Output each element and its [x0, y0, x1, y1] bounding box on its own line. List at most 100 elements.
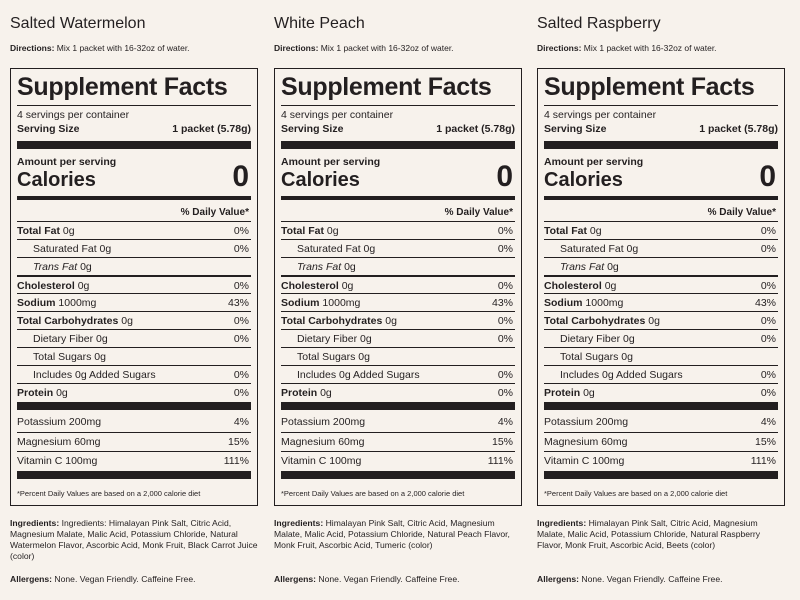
nutrient-dv: 0% [233, 243, 249, 255]
nutrient-label: Total Fat [281, 225, 324, 237]
directions-label: Directions: [537, 43, 582, 53]
daily-value-header: % Daily Value* [180, 207, 249, 218]
serving-size-value: 1 packet (5.78g) [172, 123, 251, 135]
nutrient-amount: 0g [589, 225, 602, 237]
nutrient-dv: 0% [497, 387, 513, 399]
nutrient-dv: 0% [497, 315, 513, 327]
divider-thick [281, 141, 515, 149]
nutrient-label: Trans Fat [560, 261, 605, 273]
nutrient-amount: 0g [607, 261, 619, 273]
serving-size-label: Serving Size [544, 123, 607, 135]
nutrient-dv: 15% [491, 436, 513, 448]
divider-thick [17, 402, 251, 410]
nutrient-dv: 43% [491, 297, 513, 309]
nutrient-row-added-sugars: Includes 0g Added Sugars 0% [544, 365, 778, 383]
nutrient-row-vitamin-c: Vitamin C 100mg 111% [544, 451, 778, 469]
nutrient-dv: 43% [754, 297, 776, 309]
nutrient-label: Total Sugars 0g [297, 351, 370, 363]
nutrient-row-sodium: Sodium 1000mg 43% [281, 293, 515, 311]
nutrient-dv: 111% [487, 455, 513, 467]
nutrient-dv: 0% [760, 369, 776, 381]
nutrient-dv: 0% [233, 280, 249, 292]
nutrient-dv: 111% [223, 455, 249, 467]
nutrient-row-potassium: Potassium 200mg 4% [17, 413, 251, 431]
nutrient-row-cholesterol: Cholesterol 0g 0% [544, 275, 778, 293]
nutrient-dv: 0% [760, 315, 776, 327]
nutrient-row-magnesium: Magnesium 60mg 15% [281, 432, 515, 450]
nutrient-label: Total Fat [544, 225, 587, 237]
nutrient-label: Magnesium 60mg [544, 436, 628, 448]
divider-medium [17, 196, 251, 200]
daily-value-footnote: *Percent Daily Values are based on a 2,0… [17, 489, 201, 498]
ingredients: Ingredients: Himalayan Pink Salt, Citric… [537, 518, 787, 551]
directions-text: Mix 1 packet with 16-32oz of water. [320, 43, 454, 53]
nutrient-row-magnesium: Magnesium 60mg 15% [17, 432, 251, 450]
ingredients-text: Himalayan Pink Salt, Citric Acid, Magnes… [537, 518, 761, 550]
divider-thick [544, 141, 778, 149]
allergens: Allergens: None. Vegan Friendly. Caffein… [537, 574, 723, 584]
allergens-text: None. Vegan Friendly. Caffeine Free. [581, 574, 723, 584]
nutrient-row-total-sugars: Total Sugars 0g [544, 347, 778, 365]
nutrient-dv: 0% [760, 333, 776, 345]
nutrient-dv: 0% [497, 243, 513, 255]
allergens: Allergens: None. Vegan Friendly. Caffein… [274, 574, 460, 584]
divider-thick [17, 141, 251, 149]
nutrient-amount: 1000mg [585, 297, 624, 309]
nutrient-label: Total Carbohydrates [17, 315, 119, 327]
nutrient-label: Protein [544, 387, 581, 399]
nutrient-amount: 0g [385, 315, 397, 327]
divider-medium [544, 196, 778, 200]
calories-value: 0 [759, 160, 776, 193]
nutrient-row-total-carbohydrates: Total Carbohydrates 0g 0% [17, 311, 251, 329]
nutrient-amount: 0g [80, 261, 92, 273]
nutrient-dv: 0% [760, 387, 776, 399]
directions-text: Mix 1 packet with 16-32oz of water. [583, 43, 717, 53]
nutrient-dv: 0% [233, 387, 249, 399]
serving-size: Serving Size 1 packet (5.78g) [281, 123, 515, 135]
nutrient-label: Includes 0g Added Sugars [297, 369, 420, 381]
nutrient-label: Magnesium 60mg [281, 436, 365, 448]
nutrient-label: Potassium 200mg [544, 416, 629, 428]
nutrient-dv: 111% [750, 455, 776, 467]
nutrient-dv: 15% [754, 436, 776, 448]
servings-per-container: 4 servings per container [17, 109, 130, 121]
nutrient-row-total-fat: Total Fat 0g 0% [17, 221, 251, 239]
allergens-label: Allergens: [10, 574, 53, 584]
directions-text: Mix 1 packet with 16-32oz of water. [56, 43, 190, 53]
nutrient-dv: 0% [497, 333, 513, 345]
nutrient-row-total-sugars: Total Sugars 0g [281, 347, 515, 365]
nutrient-label: Dietary Fiber 0g [297, 333, 372, 345]
serving-size-value: 1 packet (5.78g) [699, 123, 778, 135]
nutrient-label: Total Sugars 0g [33, 351, 106, 363]
nutrient-row-trans-fat: Trans Fat 0g [544, 257, 778, 275]
nutrient-dv: 0% [760, 243, 776, 255]
nutrient-dv: 0% [760, 280, 776, 292]
nutrient-label: Cholesterol [17, 280, 75, 292]
nutrient-row-cholesterol: Cholesterol 0g 0% [281, 275, 515, 293]
calories-value: 0 [232, 160, 249, 193]
allergens-label: Allergens: [274, 574, 317, 584]
nutrient-dv: 0% [233, 333, 249, 345]
nutrient-row-dietary-fiber: Dietary Fiber 0g 0% [17, 329, 251, 347]
product-column-white-peach: White Peach Directions: Mix 1 packet wit… [274, 0, 524, 600]
daily-value-header: % Daily Value* [444, 207, 513, 218]
nutrient-row-saturated-fat: Saturated Fat 0g 0% [544, 239, 778, 257]
nutrient-label: Cholesterol [544, 280, 602, 292]
nutrient-row-protein: Protein 0g 0% [17, 383, 251, 401]
ingredients: Ingredients: Himalayan Pink Salt, Citric… [274, 518, 524, 551]
nutrient-amount: 0g [121, 315, 133, 327]
nutrient-row-trans-fat: Trans Fat 0g [281, 257, 515, 275]
nutrient-label: Saturated Fat 0g [560, 243, 639, 255]
serving-size: Serving Size 1 packet (5.78g) [17, 123, 251, 135]
divider-medium [281, 196, 515, 200]
nutrient-dv: 4% [233, 416, 249, 428]
nutrient-amount: 1000mg [58, 297, 97, 309]
nutrient-dv: 0% [233, 369, 249, 381]
nutrient-row-vitamin-c: Vitamin C 100mg 111% [281, 451, 515, 469]
nutrient-row-potassium: Potassium 200mg 4% [544, 413, 778, 431]
allergens: Allergens: None. Vegan Friendly. Caffein… [10, 574, 196, 584]
amount-per-serving: Amount per serving [17, 156, 117, 168]
nutrient-dv: 0% [760, 225, 776, 237]
nutrient-amount: 0g [583, 387, 595, 399]
nutrient-dv: 4% [760, 416, 776, 428]
